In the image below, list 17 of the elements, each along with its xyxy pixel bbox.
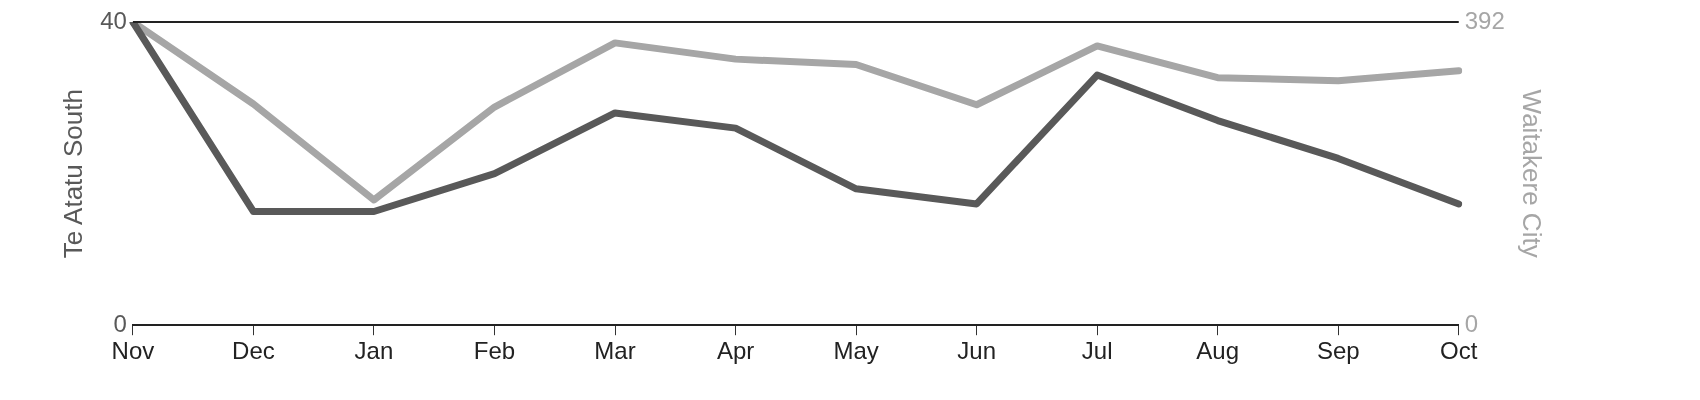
x-tick-label: May — [833, 337, 879, 365]
x-tick-label: Sep — [1316, 337, 1360, 365]
y-tick-label: 40 — [100, 6, 127, 34]
x-tick-label: Jul — [1081, 337, 1113, 365]
y2-tick-label: 0 — [1464, 309, 1479, 337]
x-tick-label: Apr — [716, 337, 755, 365]
x-tick-label: Feb — [473, 337, 516, 365]
x-tick-label: Dec — [232, 337, 275, 365]
x-tick-label: Jan — [354, 337, 394, 365]
y2-axis-title: Waitakere City — [1517, 89, 1548, 258]
x-tick-label: Jun — [957, 337, 996, 365]
x-tick-label: Aug — [1196, 337, 1240, 365]
y-axis-title: Te Atatu South — [57, 89, 88, 259]
x-tick-label: Mar — [594, 337, 636, 365]
x-tick-label: Oct — [1440, 337, 1478, 365]
y2-tick-label: 392 — [1464, 6, 1505, 34]
x-tick-label: Nov — [111, 337, 155, 365]
